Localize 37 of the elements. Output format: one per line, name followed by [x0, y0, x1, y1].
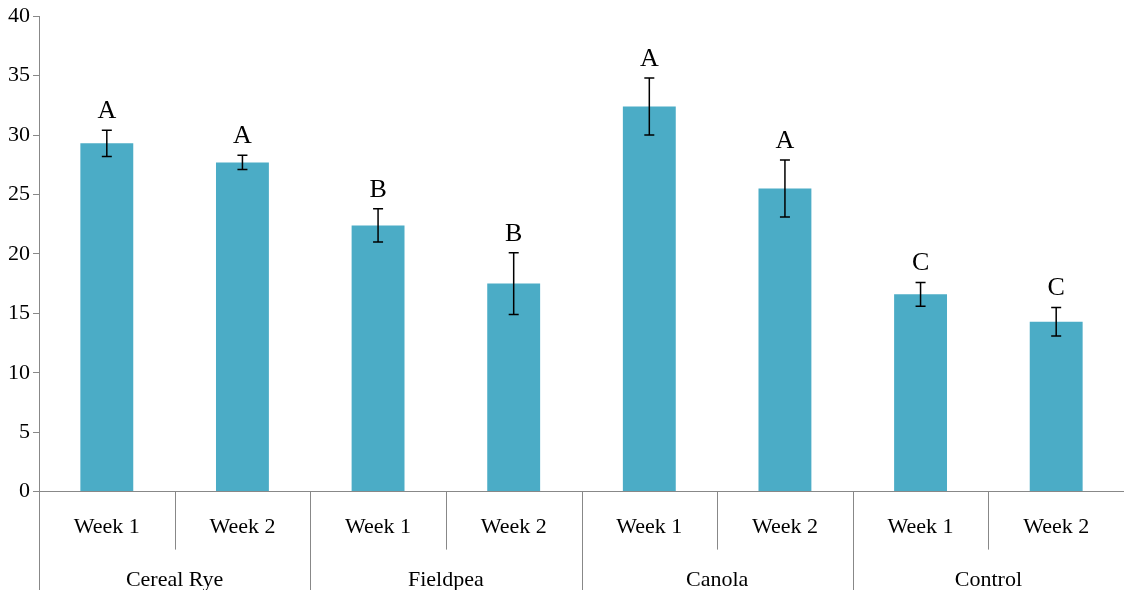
bar	[758, 188, 812, 492]
bar	[215, 162, 269, 492]
data-label: A	[639, 42, 659, 72]
y-tick-label: 30	[8, 120, 30, 146]
data-label: A	[775, 124, 795, 154]
data-label: A	[233, 120, 253, 150]
y-tick-label: 5	[19, 417, 30, 443]
bar	[80, 143, 134, 492]
x-tick-label: Week 2	[209, 512, 276, 538]
text: Fieldpea	[407, 566, 484, 590]
bar	[622, 106, 676, 492]
data-label: B	[369, 173, 387, 203]
y-tick-label: 10	[8, 358, 30, 384]
data-label: C	[911, 247, 930, 277]
data-label: A	[97, 95, 117, 125]
y-tick-label: 40	[8, 1, 30, 27]
x-tick-label: Week 1	[616, 512, 683, 538]
data-label: C	[1047, 272, 1065, 302]
text: Canola	[685, 566, 749, 590]
x-tick-label: Week 2	[480, 512, 547, 538]
x-tick-label: Week 2	[1023, 512, 1090, 538]
y-tick-label: 20	[8, 239, 30, 265]
data-label: B	[505, 217, 523, 247]
x-tick-label: Week 1	[345, 512, 412, 538]
bar	[487, 283, 541, 492]
text: Cereal Rye	[125, 566, 224, 590]
y-tick-label: 25	[8, 180, 30, 206]
bar	[351, 225, 405, 492]
y-tick-label: 35	[8, 61, 30, 87]
bar	[894, 294, 948, 492]
y-tick-label: 15	[8, 299, 30, 325]
x-tick-label: Week 1	[73, 512, 140, 538]
text: Control	[954, 566, 1022, 590]
y-tick-label: 0	[19, 477, 30, 503]
bar	[1029, 321, 1083, 492]
x-tick-label: Week 2	[751, 512, 818, 538]
x-tick-label: Week 1	[887, 512, 954, 538]
